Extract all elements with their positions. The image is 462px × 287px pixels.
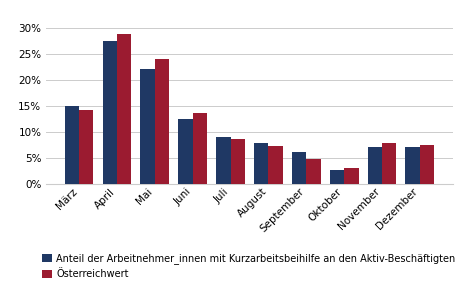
Bar: [231, 139, 245, 184]
Bar: [193, 113, 207, 184]
Bar: [344, 168, 359, 184]
Bar: [65, 106, 79, 184]
Bar: [420, 145, 434, 184]
Bar: [79, 110, 93, 184]
Bar: [268, 146, 283, 184]
Bar: [103, 41, 117, 184]
Bar: [216, 137, 231, 184]
Bar: [406, 147, 420, 184]
Bar: [155, 59, 169, 184]
Bar: [292, 152, 306, 184]
Bar: [178, 119, 193, 184]
Bar: [330, 170, 344, 184]
Legend: Anteil der Arbeitnehmer_innen mit Kurzarbeitsbeihilfe an den Aktiv-Beschäftigten: Anteil der Arbeitnehmer_innen mit Kurzar…: [42, 253, 456, 279]
Bar: [140, 69, 155, 184]
Bar: [306, 159, 321, 184]
Bar: [368, 147, 382, 184]
Bar: [117, 34, 131, 184]
Bar: [382, 143, 396, 184]
Bar: [254, 143, 268, 184]
